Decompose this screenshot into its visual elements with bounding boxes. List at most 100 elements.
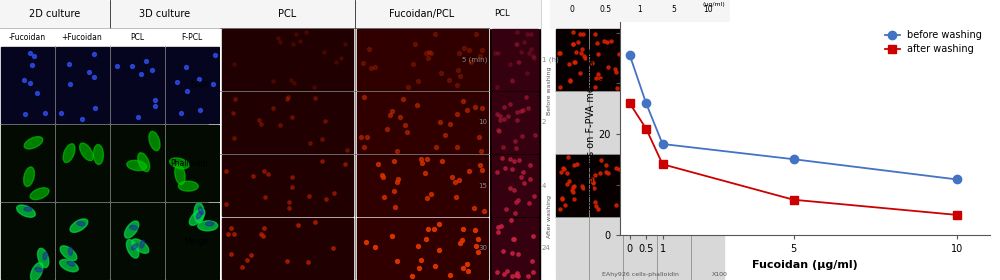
- Point: [421, 49, 437, 54]
- Point: [239, 258, 255, 262]
- Point: [87, 105, 103, 110]
- Point: [431, 248, 447, 252]
- after washing: [951, 213, 963, 217]
- Point: [390, 176, 406, 181]
- Point: [392, 114, 408, 119]
- Point: [694, 55, 710, 60]
- Point: [474, 48, 490, 52]
- Point: [625, 159, 641, 163]
- Point: [628, 32, 644, 36]
- Line: after washing: after washing: [626, 99, 961, 219]
- Point: [314, 137, 330, 141]
- Point: [255, 234, 271, 239]
- Bar: [658, 218, 690, 279]
- Point: [514, 134, 530, 138]
- Bar: [692, 218, 724, 279]
- Point: [525, 270, 541, 274]
- Point: [413, 156, 429, 161]
- Point: [584, 61, 600, 66]
- Point: [510, 60, 526, 64]
- Text: 10: 10: [478, 120, 487, 125]
- Point: [418, 51, 434, 55]
- Point: [640, 178, 656, 182]
- Point: [492, 118, 508, 122]
- Point: [384, 234, 400, 239]
- Point: [207, 53, 223, 58]
- Point: [138, 59, 154, 63]
- Ellipse shape: [24, 137, 43, 149]
- Point: [504, 79, 520, 83]
- Ellipse shape: [198, 221, 218, 231]
- Point: [506, 236, 522, 241]
- Point: [631, 56, 647, 61]
- Point: [630, 41, 646, 45]
- Text: (μg/ml): (μg/ml): [702, 2, 725, 7]
- Point: [660, 202, 676, 206]
- Point: [411, 266, 427, 270]
- Point: [645, 36, 661, 40]
- Point: [660, 37, 676, 41]
- Ellipse shape: [43, 252, 47, 260]
- Point: [507, 139, 523, 143]
- Point: [562, 78, 578, 82]
- Point: [566, 60, 582, 64]
- Point: [562, 79, 578, 83]
- Point: [653, 181, 669, 185]
- Ellipse shape: [131, 244, 138, 250]
- Point: [524, 259, 540, 263]
- Point: [265, 106, 281, 111]
- Point: [470, 250, 486, 255]
- Point: [428, 144, 444, 149]
- Point: [618, 80, 634, 85]
- Ellipse shape: [132, 239, 149, 253]
- Point: [452, 241, 468, 245]
- Point: [508, 42, 524, 46]
- Ellipse shape: [67, 261, 75, 266]
- Point: [509, 117, 525, 122]
- Point: [29, 91, 45, 95]
- Point: [689, 197, 705, 201]
- Point: [306, 85, 322, 89]
- Point: [577, 56, 593, 60]
- Point: [37, 111, 53, 115]
- Point: [572, 32, 588, 36]
- Point: [427, 264, 443, 269]
- Point: [420, 56, 436, 60]
- Point: [521, 51, 537, 55]
- Text: Phalloidin: Phalloidin: [170, 158, 208, 167]
- Bar: [1, 203, 54, 279]
- Point: [574, 184, 590, 189]
- Point: [552, 51, 568, 55]
- Point: [496, 117, 512, 122]
- Point: [603, 39, 619, 44]
- Ellipse shape: [140, 240, 145, 248]
- Text: PCL: PCL: [278, 9, 296, 19]
- Point: [520, 274, 536, 278]
- Point: [565, 190, 581, 194]
- Point: [257, 195, 273, 199]
- Point: [281, 200, 297, 204]
- Point: [404, 274, 420, 279]
- Point: [339, 147, 355, 152]
- Bar: [1, 125, 54, 201]
- Point: [449, 145, 465, 150]
- Point: [226, 136, 242, 140]
- Point: [504, 167, 520, 171]
- Text: 5: 5: [672, 6, 676, 15]
- Point: [611, 167, 627, 171]
- Point: [489, 112, 505, 116]
- Point: [499, 269, 515, 273]
- Point: [490, 127, 506, 132]
- Point: [298, 30, 314, 34]
- Point: [301, 193, 317, 198]
- Text: 5 (min): 5 (min): [462, 56, 487, 63]
- Point: [226, 231, 242, 236]
- Point: [272, 123, 288, 127]
- Point: [511, 158, 527, 162]
- Point: [283, 78, 299, 82]
- X-axis label: Fucoidan (μg/ml): Fucoidan (μg/ml): [752, 260, 858, 270]
- Ellipse shape: [63, 144, 75, 163]
- Ellipse shape: [138, 153, 150, 172]
- Point: [551, 51, 567, 55]
- Point: [191, 77, 207, 81]
